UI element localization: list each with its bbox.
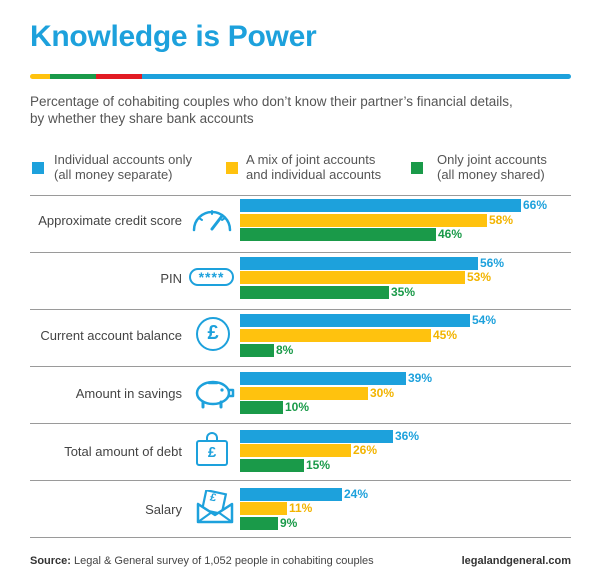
bar-value-label: 35%	[391, 285, 416, 299]
pin-code-icon-text: ****	[198, 269, 225, 285]
bar	[240, 459, 304, 472]
bar	[240, 329, 431, 342]
bar-value-label: 8%	[276, 343, 294, 357]
bar-value-label: 9%	[280, 516, 298, 530]
bar	[240, 271, 465, 284]
legend-swatch-mixed	[226, 162, 238, 174]
divider-rule	[30, 537, 571, 538]
bar-value-label: 45%	[433, 328, 458, 342]
bar-value-label: 56%	[480, 256, 505, 270]
bar	[240, 387, 368, 400]
bar-value-label: 39%	[408, 371, 433, 385]
divider-rule	[30, 366, 571, 367]
bar-value-label: 54%	[472, 313, 497, 327]
bar	[240, 372, 406, 385]
bar	[240, 228, 436, 241]
legend-swatch-individual	[32, 162, 44, 174]
footer-source: Source: Legal & General survey of 1,052 …	[30, 555, 374, 567]
bar	[240, 430, 393, 443]
subtitle-line-1: Percentage of cohabiting couples who don…	[30, 94, 513, 109]
footer-website-link[interactable]: legalandgeneral.com	[461, 555, 571, 567]
bar	[240, 401, 283, 414]
bar-value-label: 26%	[353, 443, 378, 457]
pound-coin-icon-text: £	[207, 322, 219, 344]
category-label: Approximate credit score	[38, 213, 182, 228]
legend-label-individual-line2: (all money separate)	[54, 167, 173, 182]
bar	[240, 517, 278, 530]
pound-weight-icon-text: £	[207, 444, 217, 461]
divider-rule	[30, 309, 571, 310]
pound-coin-icon: £	[196, 317, 230, 351]
weight-body: £	[196, 440, 228, 466]
category-label: Salary	[145, 501, 182, 517]
legend-label-joint-line2: (all money shared)	[437, 167, 545, 182]
footer-source-text: Legal & General survey of 1,052 people i…	[70, 555, 374, 567]
divider-rule	[30, 423, 571, 424]
legend-label-mixed-line2: and individual accounts	[246, 167, 382, 182]
stripe-segment-red	[96, 74, 142, 79]
bar-value-label: 46%	[438, 227, 463, 241]
stripe-segment-blue	[142, 74, 571, 79]
bar-value-label: 53%	[467, 270, 492, 284]
weight-handle	[206, 432, 218, 440]
divider-rule	[30, 252, 571, 253]
bar	[240, 286, 389, 299]
bar	[240, 214, 487, 227]
bar-value-label: 24%	[344, 487, 369, 501]
bar	[240, 502, 287, 515]
bar-value-label: 66%	[523, 198, 548, 212]
bar-value-label: 30%	[370, 386, 395, 400]
legend-label-individual-line1: Individual accounts only	[54, 152, 193, 167]
divider-rule	[30, 195, 571, 196]
bar	[240, 314, 470, 327]
piggy-bank-icon	[195, 380, 235, 409]
category-label: Amount in savings	[75, 386, 182, 402]
pound-weight-icon: £	[196, 432, 228, 466]
bar-value-label: 36%	[395, 429, 420, 443]
speedometer-icon	[192, 210, 232, 232]
category-label: PIN	[160, 270, 182, 286]
title-color-stripe	[30, 74, 571, 79]
category-label: Total amount of debt	[64, 443, 182, 459]
page-title: Knowledge is Power	[30, 20, 317, 53]
footer-source-label: Source:	[30, 555, 71, 567]
bar-value-label: 11%	[289, 501, 313, 515]
divider-rule	[30, 480, 571, 481]
subtitle-line-2: by whether they share bank accounts	[30, 111, 254, 126]
bar	[240, 488, 342, 501]
legend-swatch-joint	[411, 162, 423, 174]
bar	[240, 444, 351, 457]
stripe-segment-green	[50, 74, 96, 79]
legend-label-joint-line1: Only joint accounts	[437, 152, 547, 167]
envelope-outline	[196, 490, 234, 524]
bar	[240, 344, 274, 357]
bar-value-label: 15%	[306, 458, 331, 472]
pay-envelope-icon: £	[195, 490, 235, 524]
legend-label-mixed-line1: A mix of joint accounts	[246, 152, 376, 167]
bar	[240, 199, 521, 212]
bar	[240, 257, 478, 270]
stripe-segment-yellow	[30, 74, 50, 79]
chart-subtitle: Percentage of cohabiting couples who don…	[30, 93, 575, 127]
bar-value-label: 58%	[489, 213, 514, 227]
bar-value-label: 10%	[285, 400, 310, 414]
category-label: Current account balance	[40, 328, 182, 344]
pin-code-icon: ****	[189, 268, 234, 286]
